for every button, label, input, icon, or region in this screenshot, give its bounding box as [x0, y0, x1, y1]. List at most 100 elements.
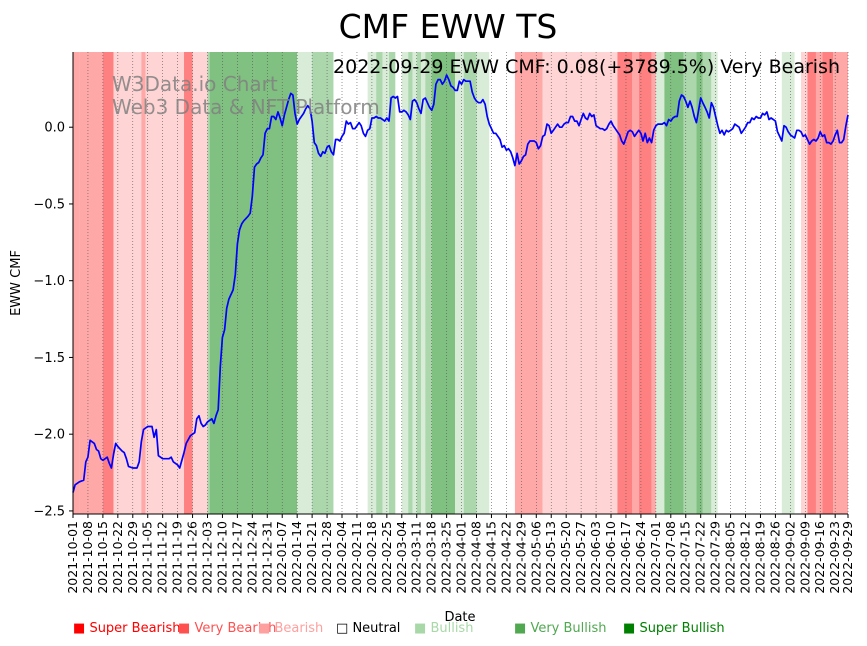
regime-band-bearish [801, 52, 808, 514]
x-tick-label: 2022-02-04 [334, 521, 349, 594]
x-tick-label: 2021-11-26 [185, 521, 200, 594]
regime-band-very-bullish [312, 52, 334, 514]
x-tick-label: 2022-04-15 [483, 521, 498, 594]
x-tick-label: 2021-11-19 [170, 521, 185, 594]
regime-band-super-bearish [617, 52, 633, 514]
x-tick-label: 2022-03-04 [394, 521, 409, 594]
x-tick-label: 2022-05-27 [573, 521, 588, 594]
x-tick-label: 2021-12-17 [229, 521, 244, 594]
legend-label-bullish: Bullish [430, 621, 474, 636]
x-tick-label: 2022-01-07 [274, 521, 289, 594]
regime-band-very-bullish [702, 52, 712, 514]
x-tick-label: 2022-04-08 [469, 521, 484, 594]
regime-band-bullish [655, 52, 665, 514]
regime-band-neutral [489, 52, 515, 514]
regime-band-neutral [395, 52, 402, 514]
legend-swatch-very-bearish: ■ [178, 621, 191, 636]
y-tick-label: −0.5 [33, 197, 65, 212]
regime-band-bearish [145, 52, 185, 514]
regime-band-very-bullish [376, 52, 383, 514]
chart-subtitle: 2022-09-29 EWW CMF: 0.08(+3789.5%) Very … [333, 56, 840, 78]
x-tick-label: 2022-07-22 [693, 521, 708, 594]
legend-item-super-bullish: ■ Super Bullish [623, 621, 725, 636]
regime-band-bullish [711, 52, 718, 514]
regime-band-very-bullish [408, 52, 413, 514]
x-tick-label: 2022-03-18 [424, 521, 439, 594]
x-tick-label: 2022-06-10 [603, 521, 618, 594]
watermark-line-2: Web3 Data & NFT Platform [112, 95, 380, 119]
regime-band-bearish [192, 52, 208, 514]
x-tick-label: 2022-07-01 [648, 521, 663, 594]
x-tick-label: 2021-12-03 [200, 521, 215, 594]
legend-item-very-bullish: ■ Very Bullish [514, 621, 623, 636]
legend-item-neutral: □ Neutral [336, 621, 414, 636]
x-tick-label: 2022-05-20 [558, 521, 573, 594]
regime-band-very-bearish [514, 52, 543, 514]
x-tick-label: 2021-10-08 [80, 521, 95, 594]
x-tick-label: 2021-12-24 [244, 521, 259, 594]
axes [72, 52, 848, 515]
legend-label-very-bullish: Very Bullish [530, 621, 607, 636]
legend-item-very-bearish: ■ Very Bearish [178, 621, 276, 636]
regime-bands [73, 52, 848, 514]
x-tick-label: 2022-08-05 [723, 521, 738, 594]
regime-band-super-bullish [254, 52, 298, 514]
x-tick-label: 2022-07-15 [678, 521, 693, 594]
regime-band-bearish [113, 52, 142, 514]
x-tick-label: 2022-04-29 [513, 521, 528, 594]
x-tick-label: 2022-02-25 [379, 521, 394, 594]
x-tick-label: 2022-08-12 [738, 521, 753, 594]
regime-band-very-bullish [388, 52, 396, 514]
regime-band-very-bearish [73, 52, 80, 514]
regime-band-bullish [382, 52, 389, 514]
x-tick-label: 2022-09-16 [812, 521, 827, 594]
x-tick-label: 2022-07-29 [708, 521, 723, 594]
y-axis-ticks: 0.0 −0.5 −1.0 −1.5 −2.0 −2.5 [33, 121, 73, 519]
legend-swatch-very-bullish: ■ [514, 621, 527, 636]
legend-label-super-bearish: Super Bearish [89, 621, 181, 636]
series-line-eww-cmf [72, 74, 849, 493]
regime-band-super-bullish [431, 52, 456, 514]
regime-band-very-bearish [141, 52, 146, 514]
x-tick-label: 2022-05-13 [543, 521, 558, 594]
legend-item-bullish: ■ Bullish [414, 621, 514, 636]
regime-band-bullish [421, 52, 426, 514]
y-tick-label: 0.0 [44, 121, 65, 136]
regime-band-bullish [781, 52, 795, 514]
x-tick-label: 2022-09-23 [827, 521, 842, 594]
watermark-line-1: W3Data.io Chart [112, 72, 278, 96]
x-tick-label: 2022-05-06 [528, 521, 543, 594]
x-tick-label: 2021-10-29 [125, 521, 140, 594]
legend-swatch-super-bearish: ■ [73, 621, 86, 636]
x-tick-label: 2022-09-29 [840, 521, 855, 594]
y-tick-label: −2.5 [33, 504, 65, 519]
x-tick-label: 2021-11-05 [140, 521, 155, 594]
x-tick-label: 2022-07-08 [663, 521, 678, 594]
x-axis-ticks: 2021-10-01 2021-10-08 2021-10-15 2021-10-22… [65, 514, 855, 594]
regime-band-bullish [476, 52, 490, 514]
legend-item-super-bearish: ■ Super Bearish [73, 621, 181, 636]
x-tick-label: 2021-11-12 [155, 521, 170, 594]
x-tick-label: 2022-06-03 [588, 521, 603, 594]
regime-band-very-bullish [207, 52, 210, 514]
regime-band-very-bullish [416, 52, 422, 514]
legend: ■ Super Bearish ■ Very Bearish ■ Bearish… [73, 621, 725, 636]
regime-band-super-bearish [822, 52, 834, 514]
x-tick-label: 2021-12-31 [259, 521, 274, 594]
x-tick-label: 2022-01-14 [289, 521, 304, 594]
x-tick-label: 2022-04-01 [454, 521, 469, 594]
legend-swatch-bullish: ■ [414, 621, 427, 636]
x-tick-label: 2022-04-22 [498, 521, 513, 594]
regime-band-bullish [297, 52, 313, 514]
regime-band-very-bullish [683, 52, 697, 514]
legend-label-super-bullish: Super Bullish [639, 621, 725, 636]
x-tick-label: 2022-08-26 [767, 521, 782, 594]
regime-band-very-bearish [632, 52, 639, 514]
legend-swatch-neutral: □ [336, 621, 349, 636]
regime-band-very-bullish [463, 52, 477, 514]
x-tick-label: 2021-10-01 [65, 521, 80, 594]
x-tick-label: 2022-06-24 [633, 521, 648, 594]
regime-band-very-bearish [651, 52, 656, 514]
x-tick-label: 2022-03-11 [409, 521, 424, 594]
